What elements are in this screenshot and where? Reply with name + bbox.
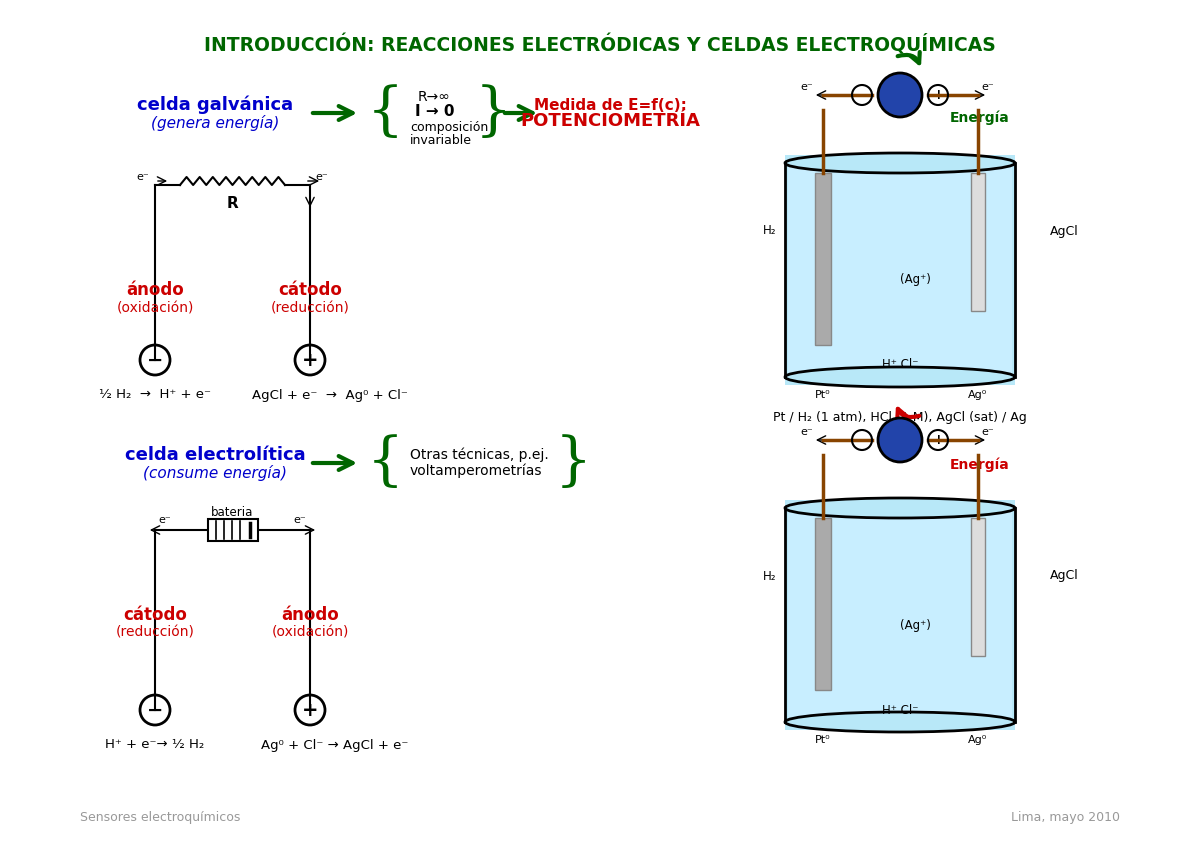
- Bar: [971, 518, 985, 656]
- Text: Energía: Energía: [950, 458, 1009, 472]
- Circle shape: [878, 73, 922, 117]
- Bar: [815, 518, 830, 690]
- Text: (oxidación): (oxidación): [116, 301, 193, 315]
- Text: Lima, mayo 2010: Lima, mayo 2010: [1010, 812, 1120, 824]
- Text: e⁻: e⁻: [294, 515, 306, 525]
- Ellipse shape: [785, 498, 1015, 518]
- Text: e⁻: e⁻: [800, 427, 814, 437]
- Text: −: −: [146, 700, 163, 719]
- Text: e⁻: e⁻: [158, 515, 172, 525]
- Text: Medida de E=f(c):: Medida de E=f(c):: [534, 98, 686, 113]
- Bar: [788, 165, 1012, 375]
- Text: H⁺ Cl⁻: H⁺ Cl⁻: [882, 704, 918, 717]
- Text: AgCl: AgCl: [1050, 225, 1079, 237]
- Text: Otras técnicas, p.ej.: Otras técnicas, p.ej.: [410, 448, 548, 462]
- Text: (Ag⁺): (Ag⁺): [900, 618, 930, 632]
- Text: −: −: [146, 350, 163, 370]
- Text: Ag⁰ + Cl⁻ → AgCl + e⁻: Ag⁰ + Cl⁻ → AgCl + e⁻: [262, 739, 409, 751]
- Text: ½ H₂  →  H⁺ + e⁻: ½ H₂ → H⁺ + e⁻: [98, 388, 211, 401]
- Ellipse shape: [785, 153, 1015, 173]
- Bar: [788, 510, 1012, 720]
- Bar: [208, 519, 258, 541]
- Text: e⁻: e⁻: [982, 82, 995, 92]
- Bar: [785, 155, 1015, 385]
- Text: H₂: H₂: [763, 570, 776, 583]
- Text: e⁻: e⁻: [137, 172, 149, 182]
- Text: Sensores electroquímicos: Sensores electroquímicos: [80, 812, 240, 824]
- Text: e⁻: e⁻: [316, 172, 329, 182]
- Text: }: }: [475, 85, 512, 141]
- Text: ánodo: ánodo: [126, 281, 184, 299]
- Text: cátodo: cátodo: [124, 606, 187, 624]
- Text: {: {: [367, 85, 404, 141]
- Text: Energía: Energía: [950, 111, 1009, 126]
- Text: +: +: [301, 700, 318, 719]
- Text: (reducción): (reducción): [270, 301, 349, 315]
- Text: cátodo: cátodo: [278, 281, 342, 299]
- Text: (consume energía): (consume energía): [143, 465, 287, 481]
- Text: celda electrolítica: celda electrolítica: [125, 446, 305, 464]
- Text: (oxidación): (oxidación): [271, 626, 349, 640]
- Text: e⁻: e⁻: [982, 427, 995, 437]
- Bar: [815, 173, 830, 345]
- Text: invariable: invariable: [410, 133, 472, 147]
- Bar: [785, 500, 1015, 730]
- Text: celda galvánica: celda galvánica: [137, 96, 293, 114]
- Text: R→∞: R→∞: [418, 90, 451, 104]
- Text: R: R: [227, 196, 239, 210]
- Text: composición: composición: [410, 120, 488, 133]
- Text: +: +: [932, 433, 944, 447]
- Text: (Ag⁺): (Ag⁺): [900, 274, 930, 287]
- Bar: [971, 173, 985, 311]
- Text: (genera energía): (genera energía): [151, 115, 280, 131]
- Text: bateria: bateria: [211, 506, 253, 520]
- Text: INTRODUCCIÓN: REACCIONES ELECTRÓDICAS Y CELDAS ELECTROQUÍMICAS: INTRODUCCIÓN: REACCIONES ELECTRÓDICAS Y …: [204, 35, 996, 55]
- Text: AgCl + e⁻  →  Ag⁰ + Cl⁻: AgCl + e⁻ → Ag⁰ + Cl⁻: [252, 388, 408, 401]
- Text: H₂: H₂: [763, 225, 776, 237]
- Text: +: +: [932, 88, 944, 102]
- Text: Pt / H₂ (1 atm), HCl (1 M), AgCl (sat) / Ag: Pt / H₂ (1 atm), HCl (1 M), AgCl (sat) /…: [773, 410, 1027, 423]
- Text: ánodo: ánodo: [281, 606, 338, 624]
- Text: Ag⁰: Ag⁰: [968, 735, 988, 745]
- Text: e⁻: e⁻: [800, 82, 814, 92]
- Ellipse shape: [785, 712, 1015, 732]
- Text: +: +: [301, 350, 318, 370]
- Text: AgCl: AgCl: [1050, 570, 1079, 583]
- Text: Pt⁰: Pt⁰: [815, 735, 830, 745]
- Text: H⁺ Cl⁻: H⁺ Cl⁻: [882, 359, 918, 371]
- Text: voltamperometrías: voltamperometrías: [410, 464, 542, 478]
- Text: }: }: [554, 435, 592, 491]
- Text: {: {: [367, 435, 404, 491]
- Ellipse shape: [785, 367, 1015, 387]
- Text: −: −: [856, 88, 868, 102]
- Text: Pt⁰: Pt⁰: [815, 390, 830, 400]
- Text: (reducción): (reducción): [115, 626, 194, 640]
- Text: Ag⁰: Ag⁰: [968, 390, 988, 400]
- Text: POTENCIOMETRÍA: POTENCIOMETRÍA: [520, 112, 700, 130]
- Text: I → 0: I → 0: [415, 104, 455, 120]
- Circle shape: [878, 418, 922, 462]
- Text: H⁺ + e⁻→ ½ H₂: H⁺ + e⁻→ ½ H₂: [106, 739, 205, 751]
- Text: −: −: [856, 433, 868, 447]
